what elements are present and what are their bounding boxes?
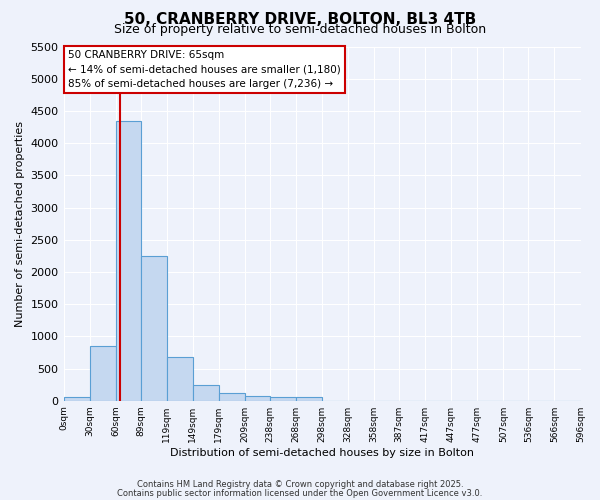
Text: Size of property relative to semi-detached houses in Bolton: Size of property relative to semi-detach… (114, 22, 486, 36)
Y-axis label: Number of semi-detached properties: Number of semi-detached properties (15, 120, 25, 326)
Text: Contains public sector information licensed under the Open Government Licence v3: Contains public sector information licen… (118, 488, 482, 498)
Bar (167, 357, 193, 401)
Bar (245, 396, 270, 400)
Bar (270, 397, 296, 400)
Text: 50, CRANBERRY DRIVE, BOLTON, BL3 4TB: 50, CRANBERRY DRIVE, BOLTON, BL3 4TB (124, 12, 476, 28)
Bar (116, 120, 141, 400)
Bar (219, 393, 245, 400)
Text: Contains HM Land Registry data © Crown copyright and database right 2025.: Contains HM Land Registry data © Crown c… (137, 480, 463, 489)
Text: 50 CRANBERRY DRIVE: 65sqm
← 14% of semi-detached houses are smaller (1,180)
85% : 50 CRANBERRY DRIVE: 65sqm ← 14% of semi-… (68, 50, 341, 90)
Bar (296, 398, 322, 400)
Bar (193, 384, 219, 400)
Bar (89, 346, 116, 401)
X-axis label: Distribution of semi-detached houses by size in Bolton: Distribution of semi-detached houses by … (170, 448, 474, 458)
Bar (64, 398, 89, 400)
Bar (141, 256, 167, 400)
